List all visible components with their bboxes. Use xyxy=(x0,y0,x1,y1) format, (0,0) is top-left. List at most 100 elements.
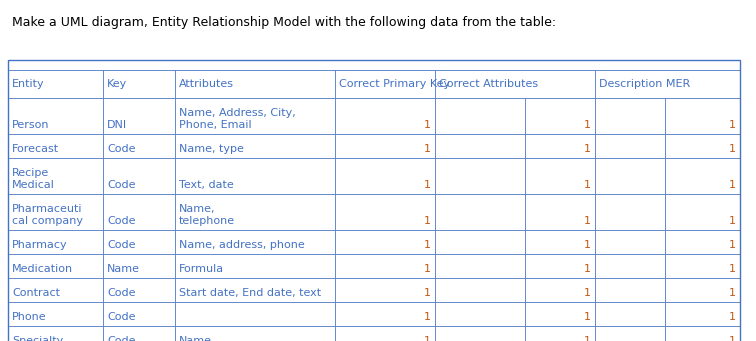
Bar xyxy=(665,278,740,302)
Bar xyxy=(665,194,740,230)
Text: Formula: Formula xyxy=(179,264,224,274)
Bar xyxy=(103,134,175,158)
Bar xyxy=(335,230,435,254)
Bar xyxy=(435,230,525,254)
Bar xyxy=(8,278,103,302)
Text: Start date, End date, text: Start date, End date, text xyxy=(179,288,321,298)
Text: Code: Code xyxy=(107,144,135,154)
Bar xyxy=(335,254,435,278)
Bar xyxy=(103,278,175,302)
Bar xyxy=(595,278,665,302)
Bar xyxy=(525,230,595,254)
Bar xyxy=(103,254,175,278)
Bar xyxy=(8,326,103,341)
Text: Code: Code xyxy=(107,288,135,298)
Text: Medication: Medication xyxy=(12,264,73,274)
Bar xyxy=(435,254,525,278)
Text: 1: 1 xyxy=(729,288,736,298)
Bar xyxy=(595,134,665,158)
Text: 1: 1 xyxy=(424,288,431,298)
Text: Code: Code xyxy=(107,312,135,322)
Bar xyxy=(665,98,740,134)
Bar xyxy=(665,326,740,341)
Text: Description MER: Description MER xyxy=(599,79,690,89)
Bar xyxy=(595,194,665,230)
Bar xyxy=(335,326,435,341)
Text: 1: 1 xyxy=(584,240,591,250)
Bar xyxy=(8,60,740,70)
Text: Code: Code xyxy=(107,240,135,250)
Bar xyxy=(175,158,335,194)
Bar xyxy=(103,158,175,194)
Bar xyxy=(335,194,435,230)
Bar xyxy=(595,230,665,254)
Bar xyxy=(103,326,175,341)
Text: Key: Key xyxy=(107,79,127,89)
Bar xyxy=(8,70,103,98)
Bar xyxy=(525,134,595,158)
Text: Attributes: Attributes xyxy=(179,79,234,89)
Text: 1: 1 xyxy=(424,336,431,341)
Text: Phone: Phone xyxy=(12,312,47,322)
Text: Name: Name xyxy=(107,264,140,274)
Bar xyxy=(525,278,595,302)
Bar xyxy=(595,98,665,134)
Bar xyxy=(103,70,175,98)
Text: 1: 1 xyxy=(729,312,736,322)
Text: Code: Code xyxy=(107,336,135,341)
Text: 1: 1 xyxy=(584,180,591,190)
Bar xyxy=(175,70,335,98)
Bar xyxy=(335,70,435,98)
Bar xyxy=(435,326,525,341)
Text: Correct Attributes: Correct Attributes xyxy=(439,79,538,89)
Text: 1: 1 xyxy=(729,216,736,226)
Text: Name,
telephone: Name, telephone xyxy=(179,204,235,226)
Text: 1: 1 xyxy=(584,312,591,322)
Text: 1: 1 xyxy=(424,240,431,250)
Bar xyxy=(8,194,103,230)
Bar xyxy=(8,98,103,134)
Text: Name: Name xyxy=(179,336,212,341)
Bar xyxy=(665,302,740,326)
Text: Text, date: Text, date xyxy=(179,180,234,190)
Text: 1: 1 xyxy=(729,336,736,341)
Text: Recipe
Medical: Recipe Medical xyxy=(12,168,55,190)
Bar xyxy=(525,158,595,194)
Text: 1: 1 xyxy=(424,216,431,226)
Bar xyxy=(665,230,740,254)
Text: 1: 1 xyxy=(584,216,591,226)
Bar xyxy=(435,302,525,326)
Text: Person: Person xyxy=(12,120,49,130)
Bar xyxy=(175,194,335,230)
Text: 1: 1 xyxy=(584,144,591,154)
Text: Correct Primary Key: Correct Primary Key xyxy=(339,79,450,89)
Text: Forecast: Forecast xyxy=(12,144,59,154)
Bar xyxy=(103,302,175,326)
Text: 1: 1 xyxy=(424,312,431,322)
Text: Pharmacy: Pharmacy xyxy=(12,240,67,250)
Text: Contract: Contract xyxy=(12,288,60,298)
Text: Name, type: Name, type xyxy=(179,144,244,154)
Bar xyxy=(525,326,595,341)
Bar xyxy=(435,134,525,158)
Bar xyxy=(525,98,595,134)
Text: Entity: Entity xyxy=(12,79,45,89)
Text: 1: 1 xyxy=(729,240,736,250)
Bar xyxy=(525,194,595,230)
Bar xyxy=(435,278,525,302)
Bar xyxy=(103,194,175,230)
Bar xyxy=(665,254,740,278)
Text: 1: 1 xyxy=(729,144,736,154)
Bar xyxy=(103,98,175,134)
Bar xyxy=(435,158,525,194)
Bar xyxy=(175,278,335,302)
Text: Code: Code xyxy=(107,216,135,226)
Bar xyxy=(435,98,525,134)
Bar xyxy=(8,230,103,254)
Text: 1: 1 xyxy=(729,120,736,130)
Bar xyxy=(595,302,665,326)
Bar xyxy=(175,326,335,341)
Text: Specialty: Specialty xyxy=(12,336,64,341)
Text: Pharmaceuti
cal company: Pharmaceuti cal company xyxy=(12,204,83,226)
Text: 1: 1 xyxy=(729,264,736,274)
